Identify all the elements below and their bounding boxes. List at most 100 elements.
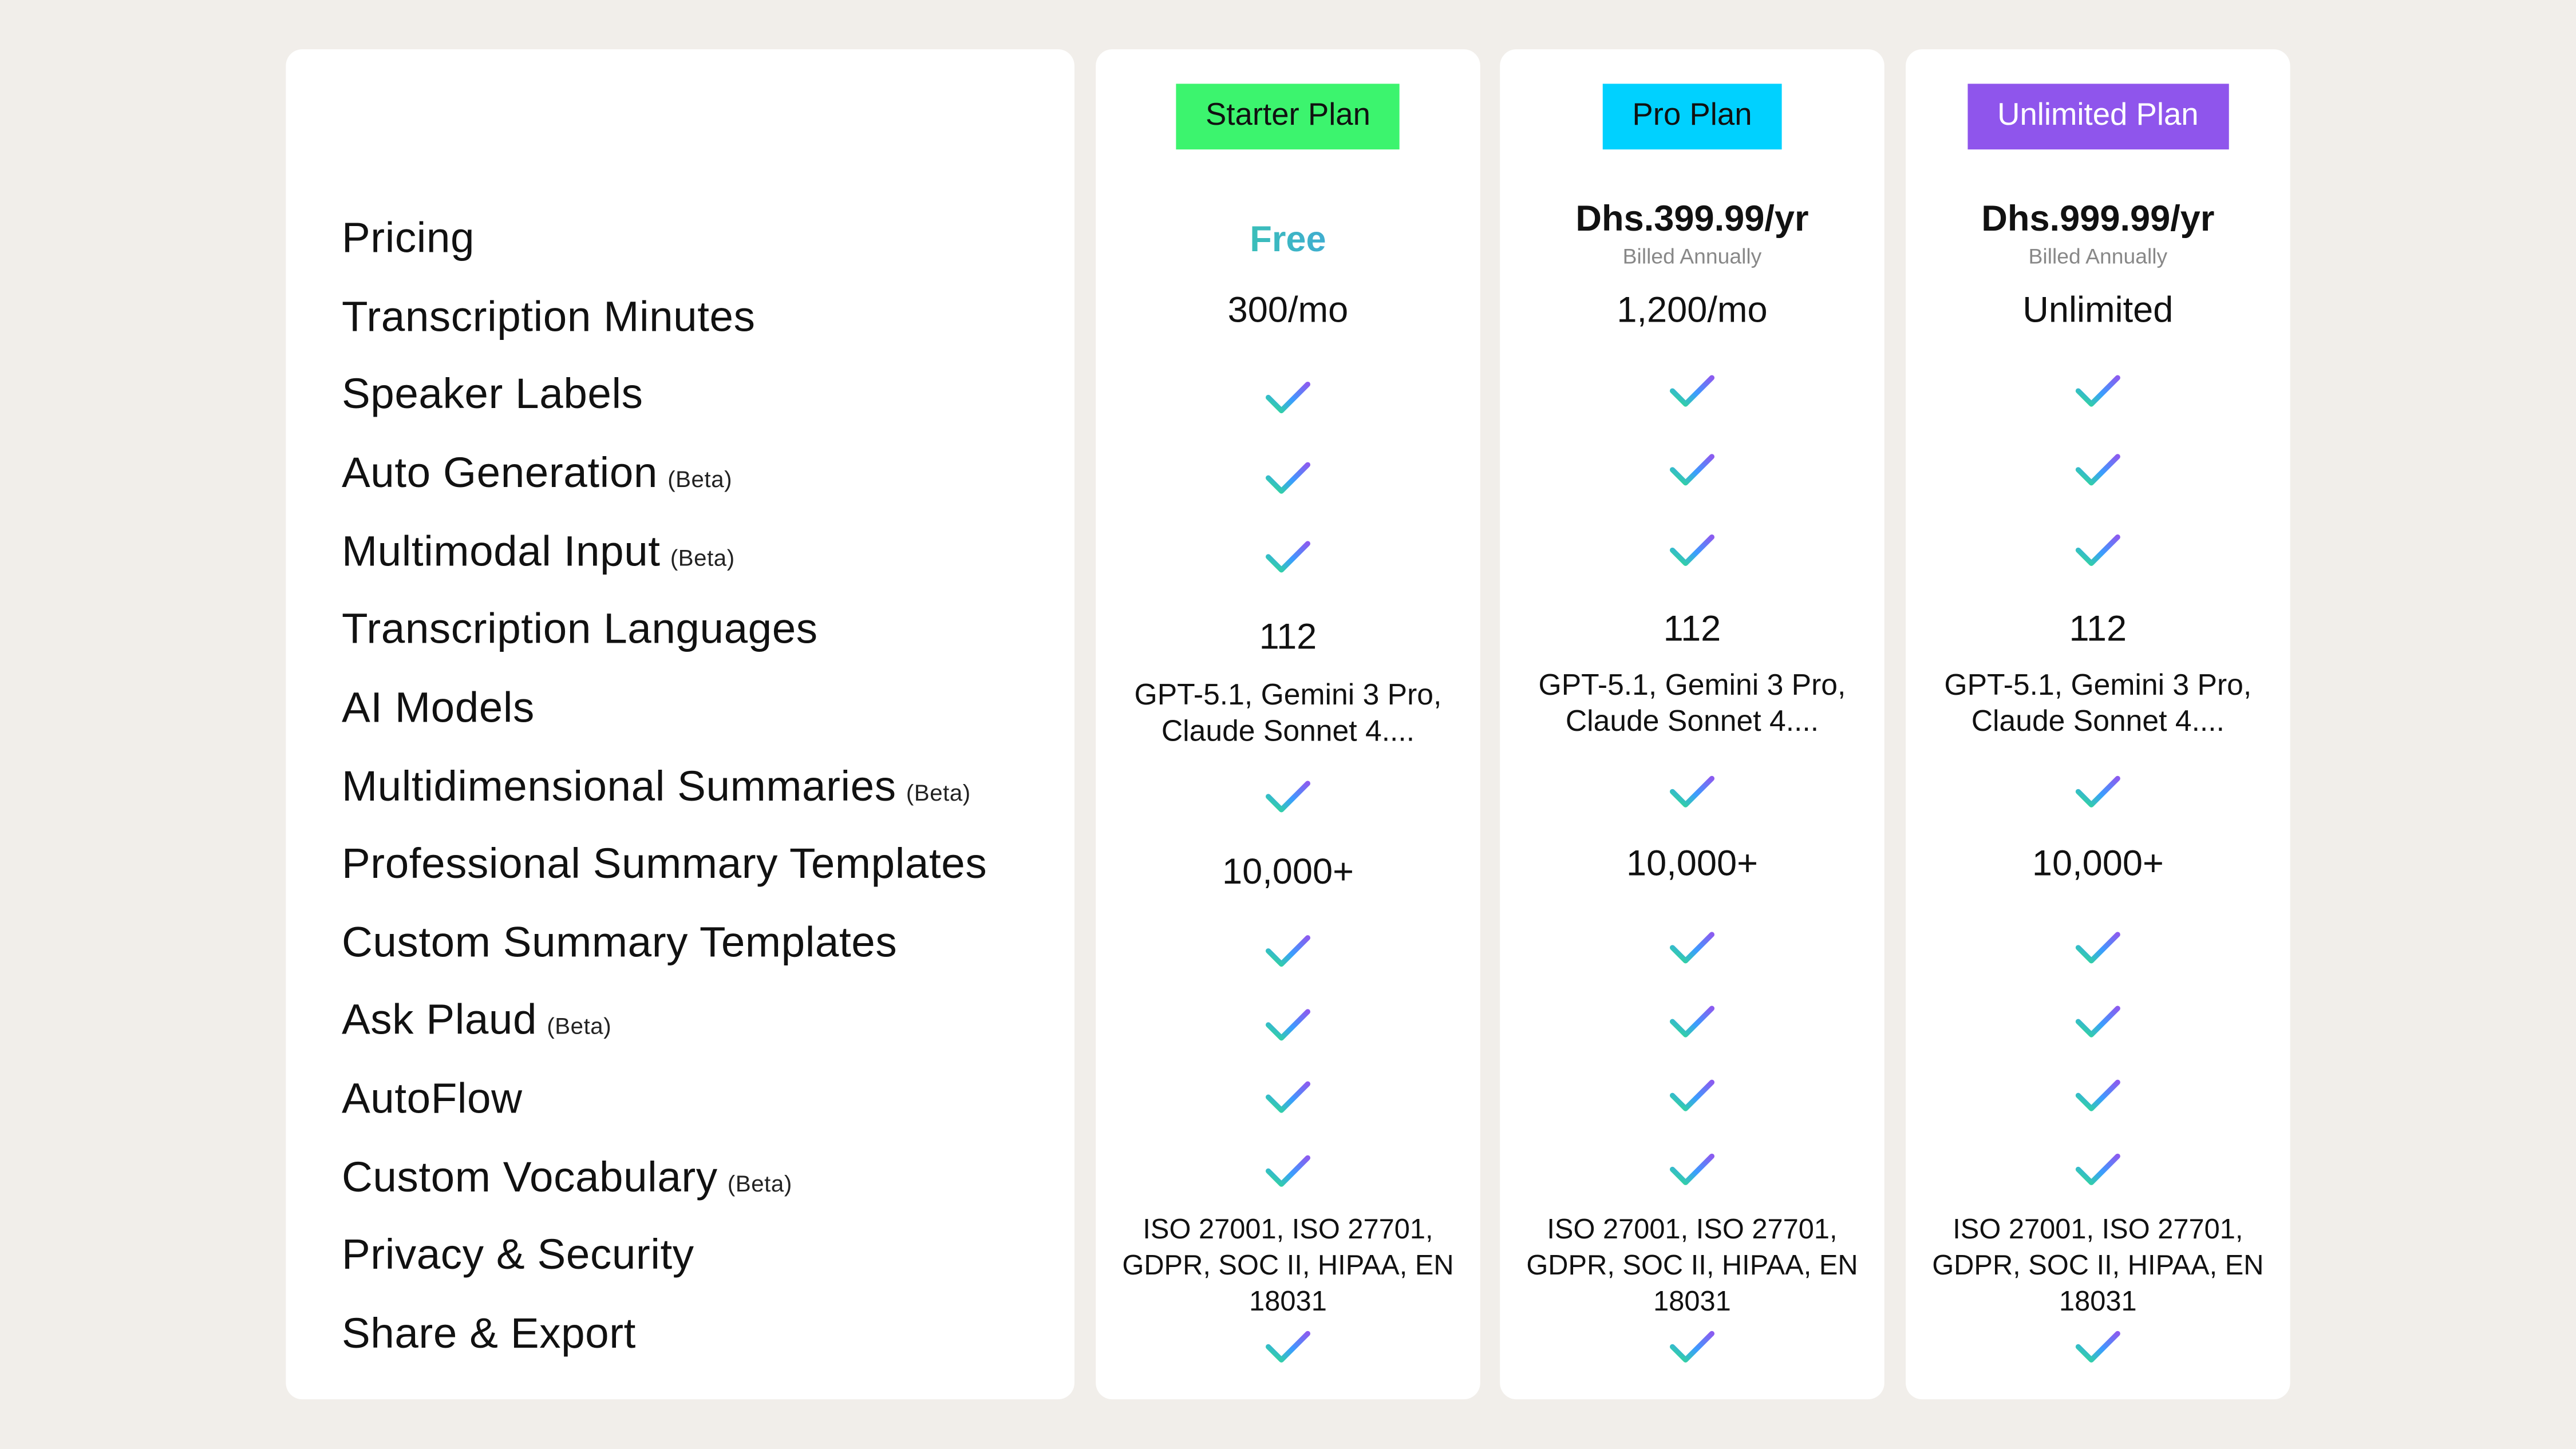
feature-row-label: Custom Summary Templates	[342, 917, 897, 968]
cell-value: 10,000+	[1626, 842, 1758, 884]
feature-labels-card: Pricing Transcription Minutes Speaker Labe…	[286, 49, 1074, 1400]
plan-cell	[1906, 1150, 2290, 1189]
feature-row-label: Professional Summary Templates	[342, 838, 987, 889]
plan-cell	[1096, 537, 1480, 576]
cell-value: 1,200/mo	[1617, 289, 1768, 330]
feature-name: Custom Summary Templates	[341, 917, 898, 967]
check-icon	[2075, 1079, 2120, 1111]
check-icon	[2075, 534, 2120, 566]
plan-cell: Unlimited	[1906, 289, 2290, 332]
plan-cell	[1500, 450, 1884, 489]
billing-note: Billed Annually	[2028, 244, 2168, 269]
plan-cell: 112	[1096, 616, 1480, 659]
ai-models-value: GPT-5.1, Gemini 3 Pro, Claude Sonnet 4..…	[1538, 668, 1846, 738]
feature-name: Speaker Labels	[341, 369, 643, 418]
feature-name: AutoFlow	[341, 1073, 523, 1123]
beta-tag: (Beta)	[547, 1012, 612, 1039]
price-free: Free	[1096, 219, 1480, 262]
feature-row-label: AI Models	[342, 682, 535, 733]
check-icon	[1669, 775, 1715, 807]
check-icon	[1265, 1155, 1311, 1187]
check-icon	[1265, 541, 1311, 573]
check-icon	[1265, 1081, 1311, 1113]
check-icon	[1265, 1331, 1311, 1363]
beta-tag: (Beta)	[727, 1170, 792, 1197]
plan-cell	[1500, 1002, 1884, 1042]
feature-name: Multidimensional Summaries	[341, 761, 896, 811]
starter-plan-card: Starter Plan Free 300/mo 112 GPT-5.1, Gemini…	[1096, 49, 1480, 1400]
check-icon	[2075, 1153, 2120, 1185]
feature-name: Transcription Languages	[341, 603, 818, 653]
check-icon	[1265, 781, 1311, 813]
check-icon	[2075, 1005, 2120, 1038]
plan-badge: Pro Plan	[1602, 84, 1782, 150]
feature-row-label: Multimodal Input (Beta)	[342, 526, 735, 577]
plan-cell: 10,000+	[1906, 842, 2290, 885]
plan-cell	[1906, 772, 2290, 811]
plan-badge: Starter Plan	[1176, 84, 1400, 150]
plan-cell: GPT-5.1, Gemini 3 Pro, Claude Sonnet 4..…	[1096, 676, 1480, 749]
feature-row-label: Multidimensional Summaries (Beta)	[342, 761, 971, 812]
plan-cell: 112	[1906, 608, 2290, 651]
plan-cell	[1500, 772, 1884, 811]
ai-models-value: GPT-5.1, Gemini 3 Pro, Claude Sonnet 4..…	[1944, 668, 2252, 738]
plan-cell: ISO 27001, ISO 27701, GDPR, SOC II, HIPA…	[1906, 1212, 2290, 1320]
plan-cell	[1096, 1078, 1480, 1117]
plan-cell: ISO 27001, ISO 27701, GDPR, SOC II, HIPA…	[1500, 1212, 1884, 1320]
compliance-value: ISO 27001, ISO 27701, GDPR, SOC II, HIPA…	[1932, 1213, 2264, 1317]
feature-row-label: Transcription Minutes	[342, 291, 756, 342]
check-icon	[1669, 375, 1715, 407]
cell-value: 112	[1259, 616, 1317, 657]
check-icon	[1669, 1005, 1715, 1038]
feature-name: Transcription Minutes	[341, 291, 756, 341]
cell-value: 112	[1663, 607, 1721, 649]
check-icon	[1265, 935, 1311, 967]
plan-cell	[1906, 450, 2290, 489]
plan-cell	[1906, 530, 2290, 570]
plan-cell: Dhs.399.99/yr Billed Annually	[1500, 198, 1884, 268]
beta-tag: (Beta)	[667, 465, 733, 492]
feature-row-label: Share & Export	[342, 1308, 636, 1359]
feature-name: Ask Plaud	[341, 994, 538, 1044]
check-icon	[1265, 381, 1311, 414]
beta-tag: (Beta)	[906, 779, 971, 806]
compliance-value: ISO 27001, ISO 27701, GDPR, SOC II, HIPA…	[1526, 1213, 1858, 1317]
check-icon	[1669, 932, 1715, 964]
plan-cell: GPT-5.1, Gemini 3 Pro, Claude Sonnet 4..…	[1906, 667, 2290, 739]
plan-cell: 10,000+	[1500, 842, 1884, 885]
plan-cell: 300/mo	[1096, 289, 1480, 332]
plan-cell: 1,200/mo	[1500, 289, 1884, 332]
plan-cell	[1096, 777, 1480, 816]
plan-cell	[1906, 1002, 2290, 1042]
check-icon	[1669, 454, 1715, 486]
plan-cell	[1906, 1076, 2290, 1115]
cell-value: Unlimited	[2022, 289, 2174, 330]
plan-cell: Dhs.999.99/yr Billed Annually	[1906, 198, 2290, 268]
feature-row-label: Speaker Labels	[342, 369, 643, 419]
plan-cell	[1500, 371, 1884, 411]
plan-cell: Free	[1096, 219, 1480, 262]
price-value: Dhs.999.99/yr	[1981, 197, 2215, 239]
feature-name: Auto Generation	[341, 448, 658, 497]
plan-cell	[1096, 1151, 1480, 1191]
check-icon	[1669, 1079, 1715, 1111]
check-icon	[1669, 1153, 1715, 1185]
feature-row-label: Custom Vocabulary (Beta)	[342, 1152, 792, 1203]
feature-row-label: Pricing	[342, 213, 475, 264]
plan-cell	[1096, 458, 1480, 498]
plan-cell: 112	[1500, 608, 1884, 651]
feature-name: AI Models	[341, 682, 535, 732]
plan-cell	[1500, 1327, 1884, 1367]
plan-cell	[1096, 1327, 1480, 1367]
feature-name: Multimodal Input	[341, 526, 661, 576]
plan-badge: Unlimited Plan	[1967, 84, 2229, 150]
check-icon	[1265, 462, 1311, 494]
cell-value: 112	[2069, 607, 2127, 649]
unlimited-plan-card: Unlimited Plan Dhs.999.99/yr Billed Annual…	[1906, 49, 2290, 1400]
ai-models-value: GPT-5.1, Gemini 3 Pro, Claude Sonnet 4..…	[1134, 678, 1442, 747]
beta-tag: (Beta)	[670, 544, 735, 571]
feature-name: Pricing	[341, 212, 475, 262]
plan-cell: GPT-5.1, Gemini 3 Pro, Claude Sonnet 4..…	[1500, 667, 1884, 739]
plan-cell	[1906, 1327, 2290, 1367]
